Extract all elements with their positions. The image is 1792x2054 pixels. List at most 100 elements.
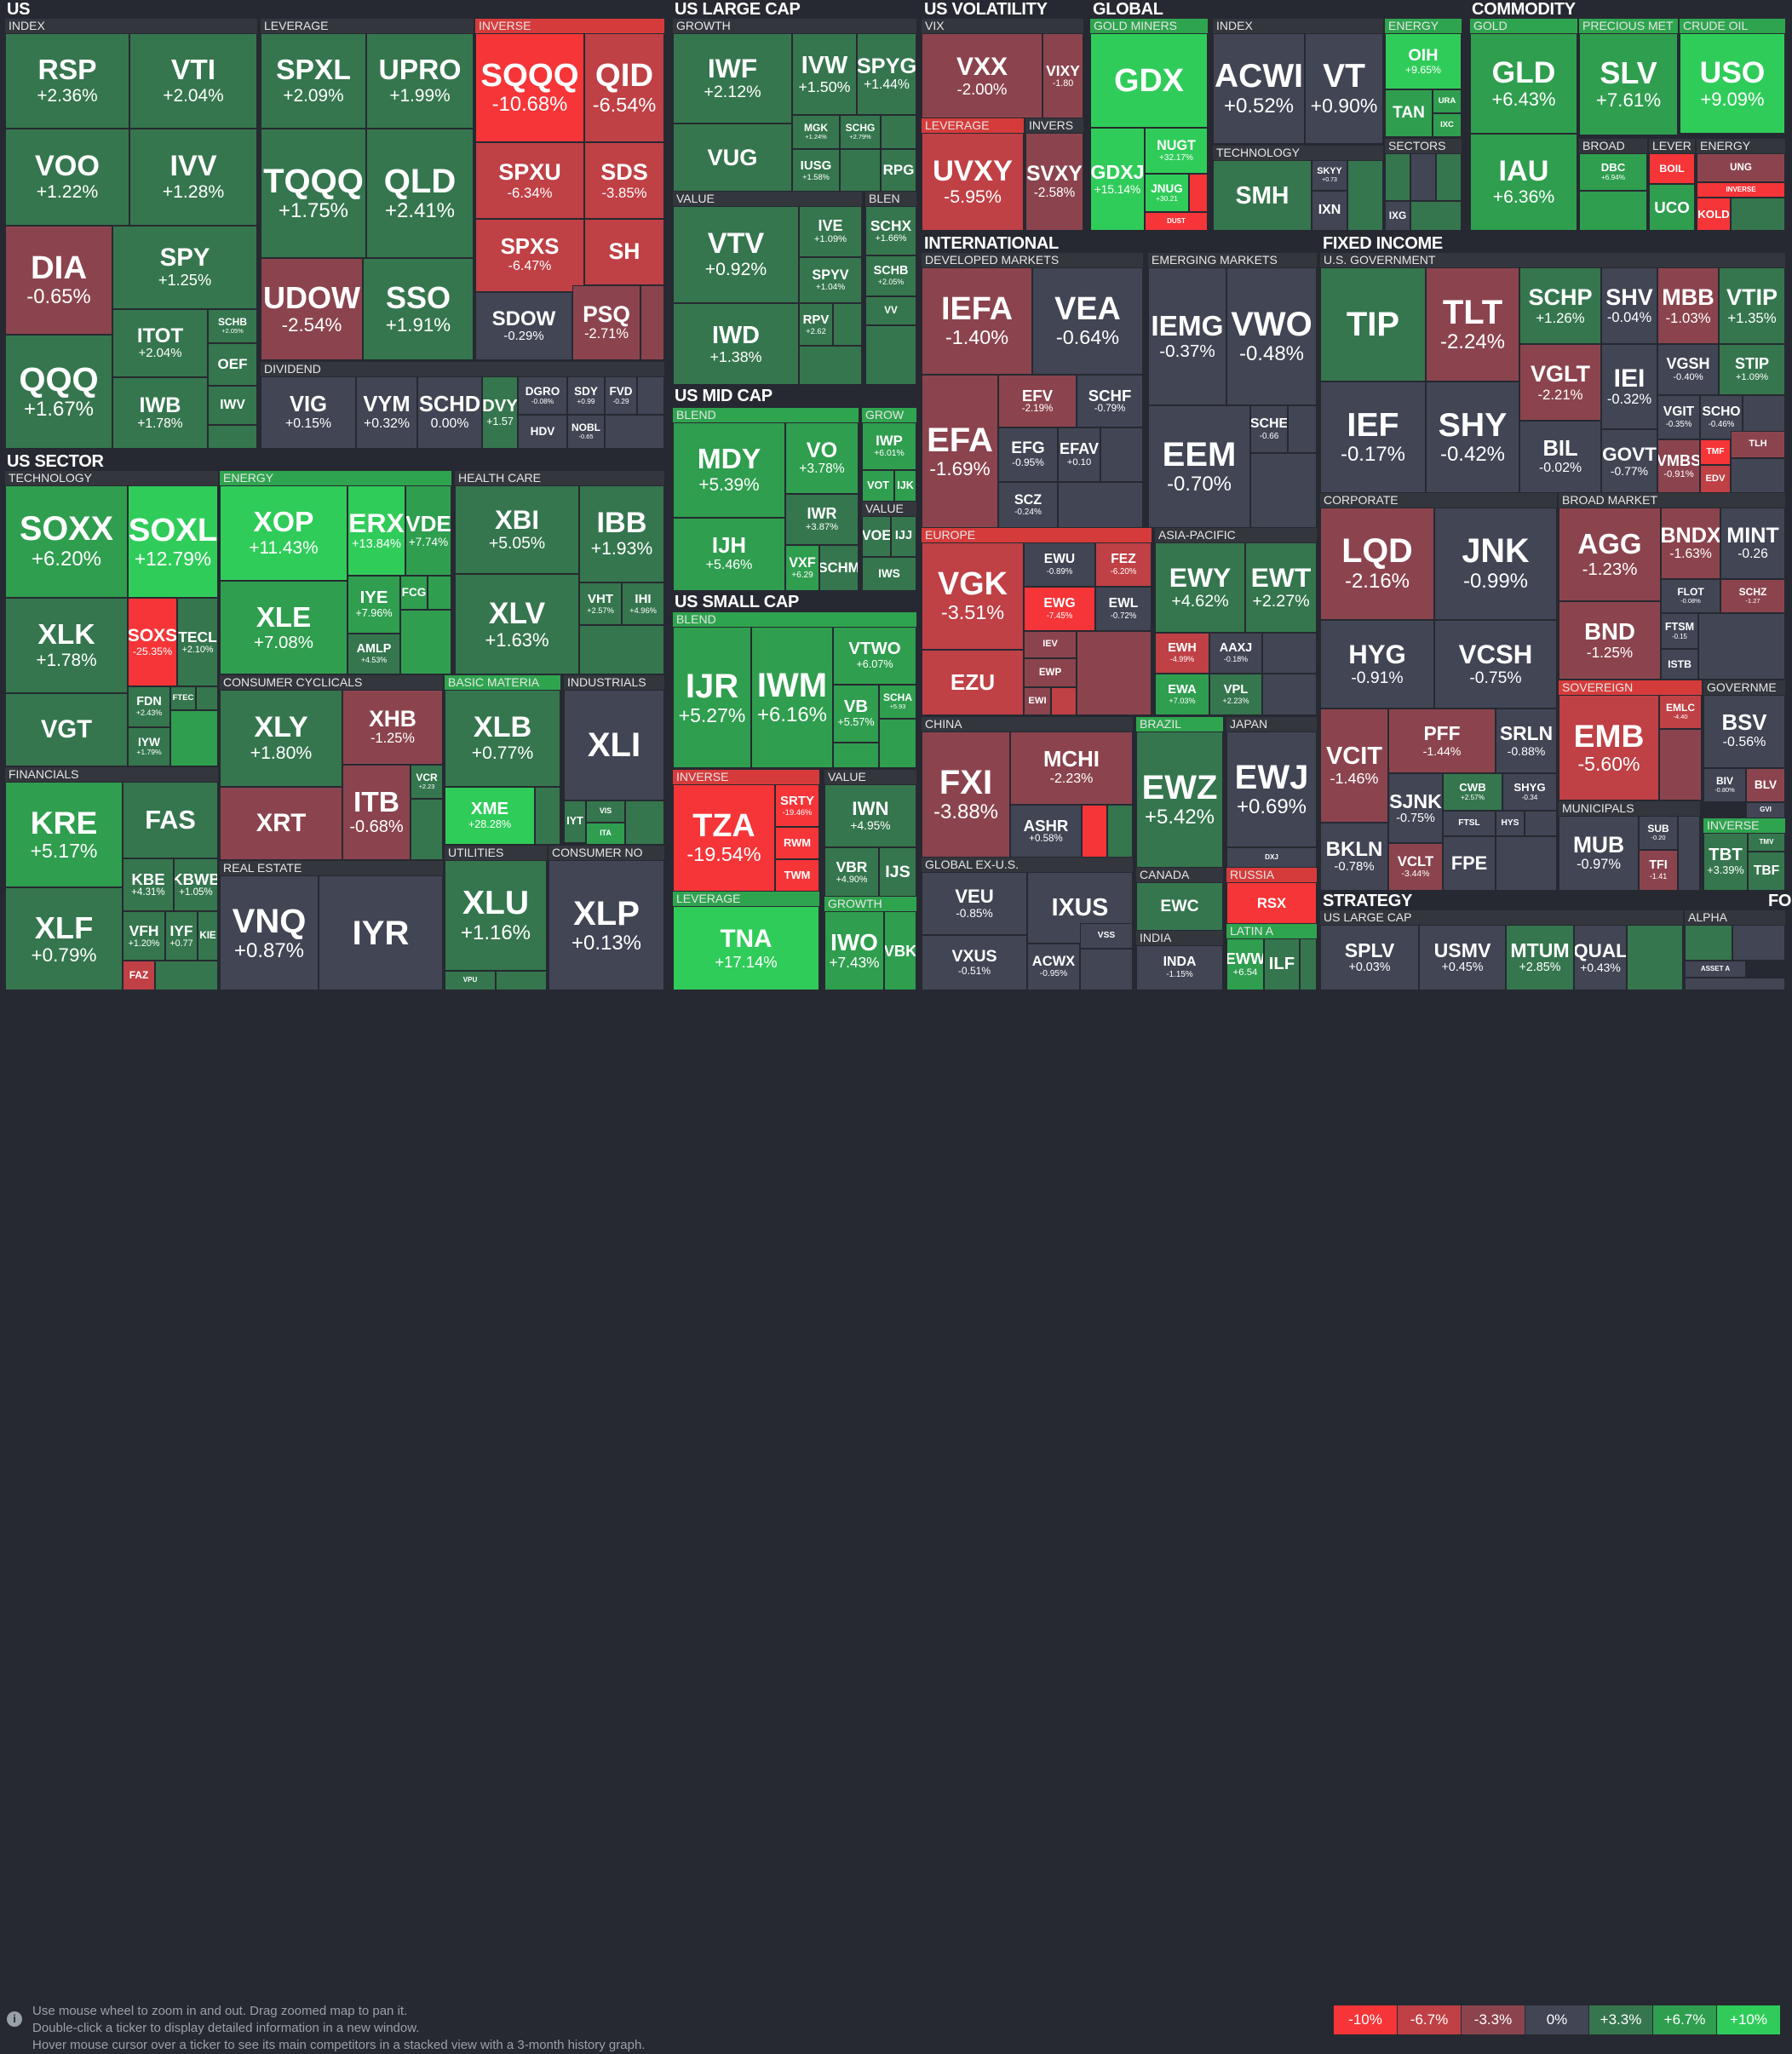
ticker-tile-iyt[interactable]: IYT <box>564 800 586 843</box>
ticker-tile-gld[interactable]: GLD +6.43% <box>1470 33 1577 134</box>
ticker-tile-itb[interactable]: ITB -0.68% <box>342 765 411 860</box>
ticker-tile[interactable] <box>535 787 560 845</box>
ticker-tile-splv[interactable]: SPLV +0.03% <box>1320 925 1419 990</box>
ticker-tile-vbr[interactable]: VBR +4.90% <box>824 847 879 897</box>
ticker-tile-xlf[interactable]: XLF +0.79% <box>5 887 123 990</box>
ticker-tile-ezu[interactable]: EZU <box>922 650 1024 715</box>
ticker-tile-vtip[interactable]: VTIP +1.35% <box>1719 267 1785 344</box>
ticker-tile-vti[interactable]: VTI +2.04% <box>129 33 257 129</box>
ticker-tile-emlc[interactable]: EMLC -4.40 <box>1659 695 1702 729</box>
ticker-tile-vt[interactable]: VT +0.90% <box>1305 33 1383 144</box>
ticker-tile-tmv[interactable]: TMV <box>1748 833 1785 852</box>
ticker-tile[interactable] <box>1082 805 1107 858</box>
ticker-tile[interactable] <box>605 415 664 449</box>
ticker-tile-fxi[interactable]: FXI -3.88% <box>922 732 1010 858</box>
ticker-tile-efg[interactable]: EFG -0.95% <box>998 427 1058 482</box>
etf-heatmap[interactable]: US US LARGE CAP US VOLATILITY GLOBAL COMMODI… <box>0 0 1792 992</box>
ticker-tile-mbb[interactable]: MBB -1.03% <box>1657 267 1719 344</box>
ticker-tile-xme[interactable]: XME +28.28% <box>445 787 535 845</box>
ticker-tile-govt[interactable]: GOVT -0.77% <box>1601 429 1657 493</box>
ticker-tile[interactable] <box>170 710 218 766</box>
ticker-tile-dia[interactable]: DIA -0.65% <box>5 226 112 335</box>
ticker-tile-emb[interactable]: EMB -5.60% <box>1559 695 1659 800</box>
ticker-tile-istb[interactable]: ISTB <box>1661 649 1698 680</box>
ticker-tile-bsv[interactable]: BSV -0.56% <box>1703 695 1785 768</box>
ticker-tile-iei[interactable]: IEI -0.32% <box>1601 344 1657 429</box>
ticker-tile-lqd[interactable]: LQD -2.16% <box>1320 508 1434 620</box>
ticker-tile-ewc[interactable]: EWC <box>1136 882 1223 931</box>
ticker-tile[interactable] <box>799 346 862 385</box>
ticker-tile-uvxy[interactable]: UVXY -5.95% <box>922 133 1024 231</box>
ticker-tile-vcit[interactable]: VCIT -1.46% <box>1320 709 1388 823</box>
ticker-tile-kie[interactable]: KIE <box>198 911 218 961</box>
ticker-tile-qual[interactable]: QUAL +0.43% <box>1574 925 1627 990</box>
ticker-tile-mub[interactable]: MUB -0.97% <box>1559 816 1639 891</box>
ticker-tile-dbc[interactable]: DBC +6.94% <box>1579 153 1647 191</box>
ticker-tile[interactable] <box>1262 633 1317 674</box>
ticker-tile-xbi[interactable]: XBI +5.05% <box>455 485 579 574</box>
ticker-tile-spxu[interactable]: SPXU -6.34% <box>475 142 584 219</box>
ticker-tile-qqq[interactable]: QQQ +1.67% <box>5 335 112 449</box>
ticker-tile-rwm[interactable]: RWM <box>775 827 819 859</box>
ticker-tile-ewp[interactable]: EWP <box>1024 658 1077 687</box>
ticker-tile-shv[interactable]: SHV -0.04% <box>1601 267 1657 344</box>
ticker-tile-bnd[interactable]: BND -1.25% <box>1559 601 1661 680</box>
ticker-tile-voe[interactable]: VOE <box>862 516 891 557</box>
ticker-tile-boil[interactable]: BOIL <box>1649 153 1695 184</box>
ticker-tile-ilf[interactable]: ILF <box>1264 938 1300 990</box>
ticker-tile[interactable] <box>1288 405 1317 453</box>
ticker-tile-vcsh[interactable]: VCSH -0.75% <box>1434 620 1557 709</box>
ticker-tile-ive[interactable]: IVE +1.09% <box>799 206 862 257</box>
ticker-tile[interactable] <box>833 743 879 768</box>
ticker-tile-ewy[interactable]: EWY +4.62% <box>1155 542 1245 633</box>
ticker-tile-ihi[interactable]: IHI +4.96% <box>622 582 664 625</box>
ticker-tile[interactable] <box>1080 949 1133 990</box>
ticker-tile-sh[interactable]: SH <box>584 219 664 285</box>
ticker-tile-xlk[interactable]: XLK +1.78% <box>5 598 128 693</box>
ticker-tile-biv[interactable]: BIV -0.80% <box>1703 768 1746 802</box>
ticker-tile-vis[interactable]: VIS <box>586 800 625 823</box>
ticker-tile[interactable] <box>840 149 881 192</box>
ticker-tile-iusg[interactable]: IUSG +1.58% <box>792 149 840 192</box>
ticker-tile[interactable] <box>208 425 257 449</box>
ticker-tile-kre[interactable]: KRE +5.17% <box>5 782 123 887</box>
ticker-tile-vug[interactable]: VUG <box>673 123 792 192</box>
ticker-tile-hyg[interactable]: HYG -0.91% <box>1320 620 1434 709</box>
ticker-tile-vss[interactable]: VSS <box>1080 923 1133 949</box>
ticker-tile-vxf[interactable]: VXF +6.29 <box>785 545 819 591</box>
ticker-tile[interactable] <box>428 576 451 610</box>
ticker-tile-ewh[interactable]: EWH -4.99% <box>1155 633 1209 674</box>
ticker-tile-inverse[interactable]: INVERSE <box>1697 182 1785 198</box>
ticker-tile-iefa[interactable]: IEFA -1.40% <box>922 267 1032 375</box>
ticker-tile-shy[interactable]: SHY -0.42% <box>1426 382 1519 493</box>
ticker-tile-eww[interactable]: EWW +6.54 <box>1226 938 1264 990</box>
ticker-tile-uso[interactable]: USO +9.09% <box>1680 33 1785 134</box>
ticker-tile-tip[interactable]: TIP <box>1320 267 1426 382</box>
ticker-tile-kold[interactable]: KOLD <box>1697 198 1731 231</box>
ticker-tile-nobl[interactable]: NOBL -0.65 <box>567 415 605 449</box>
ticker-tile-vig[interactable]: VIG +0.15% <box>261 376 356 449</box>
ticker-tile-edv[interactable]: EDV <box>1700 465 1731 493</box>
ticker-tile-voo[interactable]: VOO +1.22% <box>5 129 129 226</box>
ticker-tile-vxus[interactable]: VXUS -0.51% <box>922 935 1027 990</box>
ticker-tile-eem[interactable]: EEM -0.70% <box>1148 405 1250 528</box>
ticker-tile-xlu[interactable]: XLU +1.16% <box>445 860 547 971</box>
ticker-tile-twm[interactable]: TWM <box>775 859 819 892</box>
ticker-tile-veu[interactable]: VEU -0.85% <box>922 872 1027 935</box>
ticker-tile-udow[interactable]: UDOW -2.54% <box>261 258 363 360</box>
ticker-tile-ijh[interactable]: IJH +5.46% <box>673 518 785 591</box>
ticker-tile[interactable] <box>879 719 916 768</box>
ticker-tile[interactable] <box>496 971 547 990</box>
ticker-tile-gdx[interactable]: GDX <box>1090 33 1208 128</box>
ticker-tile-ixg[interactable]: IXG <box>1385 201 1410 231</box>
ticker-tile-tecl[interactable]: TECL +2.10% <box>177 598 218 686</box>
ticker-tile-vde[interactable]: VDE +7.74% <box>405 485 451 576</box>
ticker-tile-iwp[interactable]: IWP +6.01% <box>862 422 916 470</box>
ticker-tile-uco[interactable]: UCO <box>1649 184 1695 231</box>
ticker-tile-ewl[interactable]: EWL -0.72% <box>1095 587 1152 631</box>
ticker-tile[interactable] <box>1347 160 1383 231</box>
ticker-tile-fcg[interactable]: FCG <box>400 576 428 610</box>
ticker-tile-itot[interactable]: ITOT +2.04% <box>112 309 208 377</box>
ticker-tile-ixc[interactable]: IXC <box>1433 113 1462 137</box>
ticker-tile[interactable] <box>411 799 443 860</box>
